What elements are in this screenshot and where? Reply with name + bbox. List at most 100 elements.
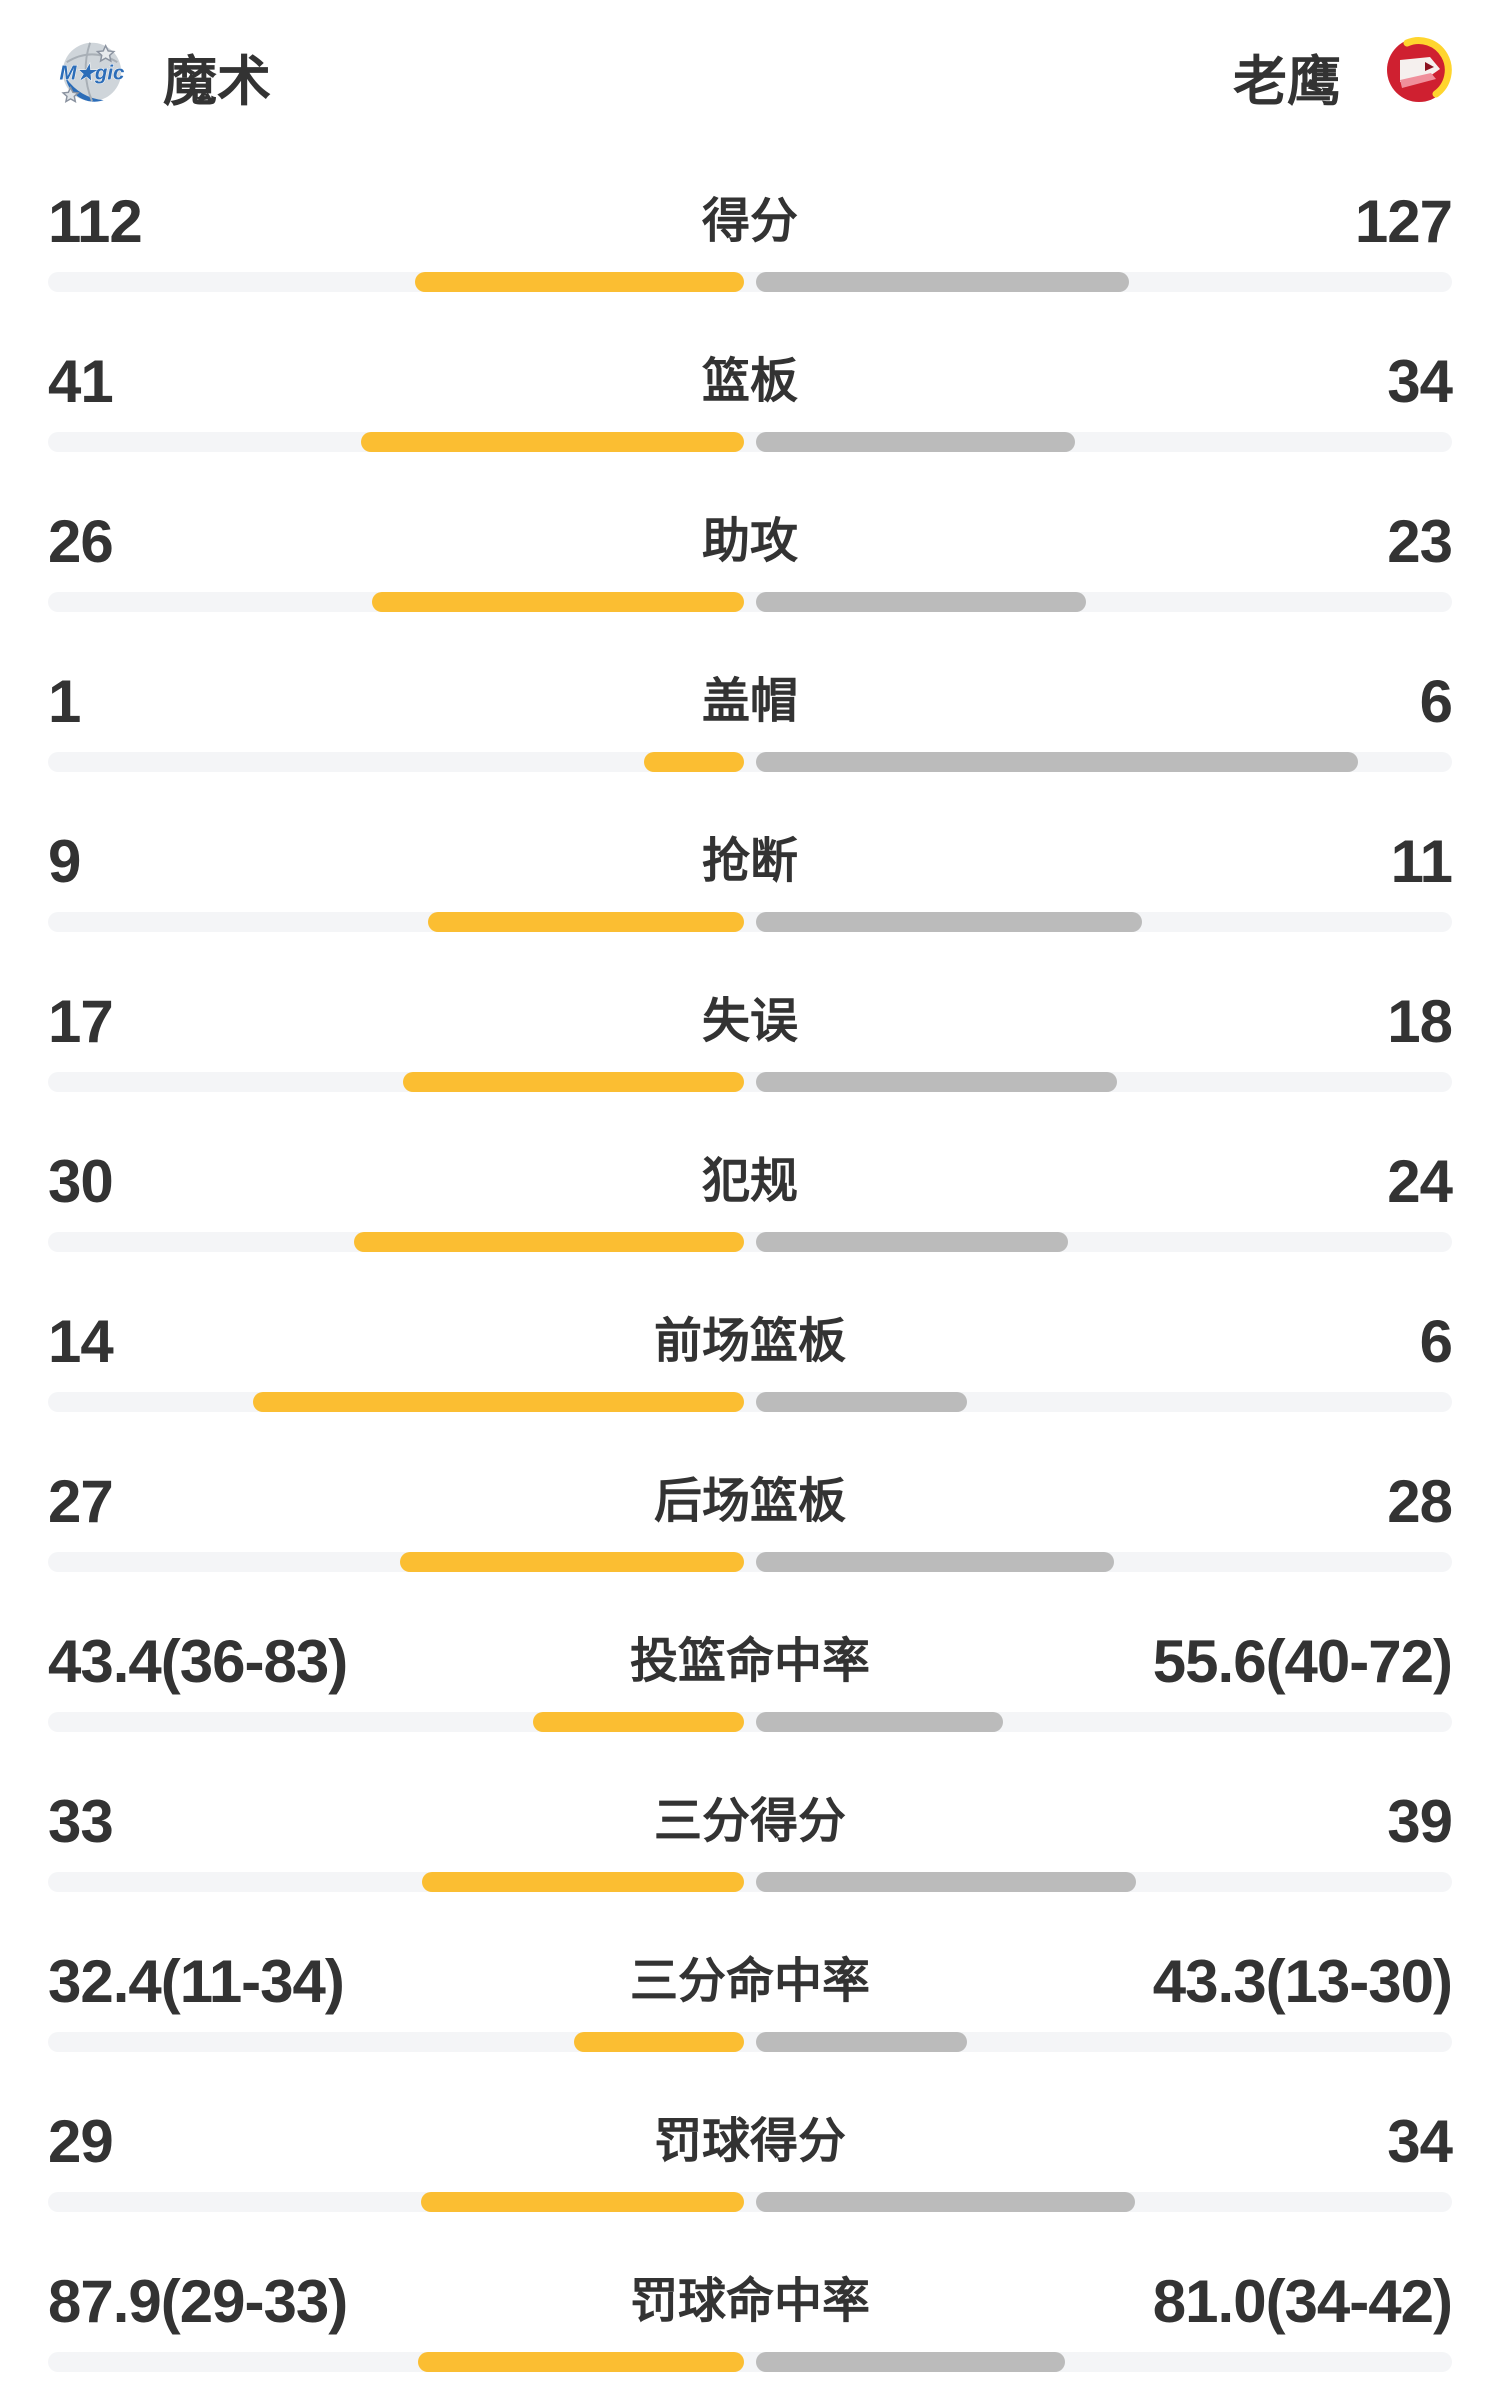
bar-right	[756, 2192, 1136, 2212]
stat-label: 抢断	[701, 835, 798, 888]
stat-left-value: 87.9(29-33)	[48, 2268, 348, 2335]
team-right-name: 老鹰	[1233, 51, 1341, 112]
bar-right	[756, 2032, 967, 2052]
hawks-logo-icon	[1385, 36, 1453, 117]
stat-right-value: 34	[1387, 2108, 1453, 2175]
bar-left	[353, 1232, 744, 1252]
stat-values-line: 26 助攻 23	[48, 508, 1453, 575]
bar-left	[402, 1072, 744, 1092]
stat-bar-track	[48, 912, 1452, 932]
stat-values-line: 32.4(11-34) 三分命中率 43.3(13-30)	[48, 1950, 1453, 2014]
stat-values-line: 43.4(36-83) 投篮命中率 55.6(40-72)	[48, 1628, 1453, 1695]
stat-left-value: 9	[48, 828, 81, 895]
stat-left-value: 43.4(36-83)	[48, 1628, 348, 1695]
stat-left-value: 14	[48, 1308, 114, 1375]
team-left[interactable]: M★gic 魔术	[55, 33, 271, 120]
magic-logo-icon: M★gic	[55, 33, 129, 120]
teams-header: M★gic 魔术 老鹰	[0, 0, 1500, 152]
stat-bar-track	[48, 1072, 1452, 1092]
bar-right	[756, 592, 1086, 612]
stat-left-value: 33	[48, 1788, 114, 1855]
stat-bar-track	[48, 272, 1452, 292]
bar-left	[371, 592, 744, 612]
stat-row: 14 前场篮板 6	[0, 1272, 1500, 1432]
stat-label: 犯规	[701, 1155, 798, 1208]
stat-left-value: 29	[48, 2108, 114, 2175]
stat-bar-track	[48, 1232, 1452, 1252]
stat-label: 盖帽	[701, 675, 798, 728]
stat-label: 三分得分	[653, 1795, 846, 1848]
stat-left-value: 112	[48, 188, 143, 255]
stat-left-value: 26	[48, 508, 114, 575]
stat-left-value: 30	[48, 1148, 114, 1215]
stat-row: 87.9(29-33) 罚球命中率 81.0(34-42)	[0, 2232, 1500, 2392]
stat-bar-track	[48, 752, 1452, 772]
stat-label: 得分	[701, 195, 798, 248]
stat-label: 前场篮板	[653, 1315, 846, 1368]
stat-right-value: 24	[1387, 1148, 1453, 1215]
stat-values-line: 9 抢断 11	[48, 828, 1453, 895]
stat-values-line: 17 失误 18	[48, 988, 1453, 1055]
stat-label: 助攻	[701, 515, 798, 568]
bar-left	[400, 1552, 744, 1572]
stat-bar-track	[48, 592, 1452, 612]
stat-right-value: 6	[1419, 668, 1453, 735]
stat-label: 后场篮板	[653, 1475, 846, 1528]
stat-bar-track	[48, 2032, 1452, 2052]
team-left-name: 魔术	[163, 51, 271, 112]
stat-right-value: 11	[1390, 828, 1453, 895]
bar-right	[756, 1392, 967, 1412]
stat-row: 41 篮板 34	[0, 312, 1500, 472]
bar-right	[756, 272, 1130, 292]
bar-right	[756, 912, 1143, 932]
bar-left	[418, 2352, 744, 2372]
stats-list: 112 得分 127 41 篮板 34 26 助攻 23	[0, 152, 1500, 2392]
stat-right-value: 127	[1354, 188, 1453, 255]
stat-left-value: 17	[48, 988, 114, 1055]
stat-right-value: 34	[1387, 348, 1453, 415]
stat-bar-track	[48, 1552, 1452, 1572]
stat-right-value: 55.6(40-72)	[1152, 1628, 1453, 1695]
stat-values-line: 87.9(29-33) 罚球命中率 81.0(34-42)	[48, 2268, 1453, 2335]
bar-right	[756, 1232, 1068, 1252]
stat-row: 1 盖帽 6	[0, 632, 1500, 792]
stat-bar-track	[48, 2192, 1452, 2212]
bar-left	[360, 432, 744, 452]
bar-left	[428, 912, 744, 932]
bar-left	[421, 2192, 744, 2212]
stat-label: 罚球命中率	[629, 2275, 870, 2328]
bar-left	[533, 1712, 744, 1732]
stat-right-value: 28	[1387, 1468, 1453, 1535]
stat-row: 30 犯规 24	[0, 1112, 1500, 1272]
stat-bar-track	[48, 1392, 1452, 1412]
bar-right	[756, 1712, 1004, 1732]
stat-row: 17 失误 18	[0, 952, 1500, 1112]
bar-left	[644, 752, 744, 772]
stat-bar-track	[48, 1712, 1452, 1732]
stat-label: 罚球得分	[653, 2115, 846, 2168]
stat-values-line: 112 得分 127	[48, 188, 1453, 255]
stat-row: 26 助攻 23	[0, 472, 1500, 632]
stat-bar-track	[48, 1872, 1452, 1892]
team-right[interactable]: 老鹰	[1233, 36, 1453, 117]
stat-row: 9 抢断 11	[0, 792, 1500, 952]
stat-row: 33 三分得分 39	[0, 1752, 1500, 1912]
bar-left	[422, 1872, 744, 1892]
bar-right	[756, 1872, 1137, 1892]
bar-right	[756, 2352, 1065, 2372]
stat-label: 三分命中率	[629, 1955, 870, 2008]
stat-values-line: 41 篮板 34	[48, 348, 1453, 415]
stat-row: 43.4(36-83) 投篮命中率 55.6(40-72)	[0, 1592, 1500, 1752]
stat-label: 投篮命中率	[629, 1635, 870, 1688]
stat-left-value: 1	[48, 668, 81, 735]
bar-left	[252, 1392, 744, 1412]
stat-right-value: 6	[1419, 1308, 1453, 1375]
stat-right-value: 18	[1387, 988, 1453, 1055]
bar-left	[415, 272, 744, 292]
bar-left	[574, 2032, 744, 2052]
bar-right	[756, 1072, 1117, 1092]
bar-right	[756, 752, 1359, 772]
stat-values-line: 1 盖帽 6	[48, 668, 1453, 735]
stat-values-line: 27 后场篮板 28	[48, 1468, 1453, 1535]
bar-right	[756, 1552, 1115, 1572]
